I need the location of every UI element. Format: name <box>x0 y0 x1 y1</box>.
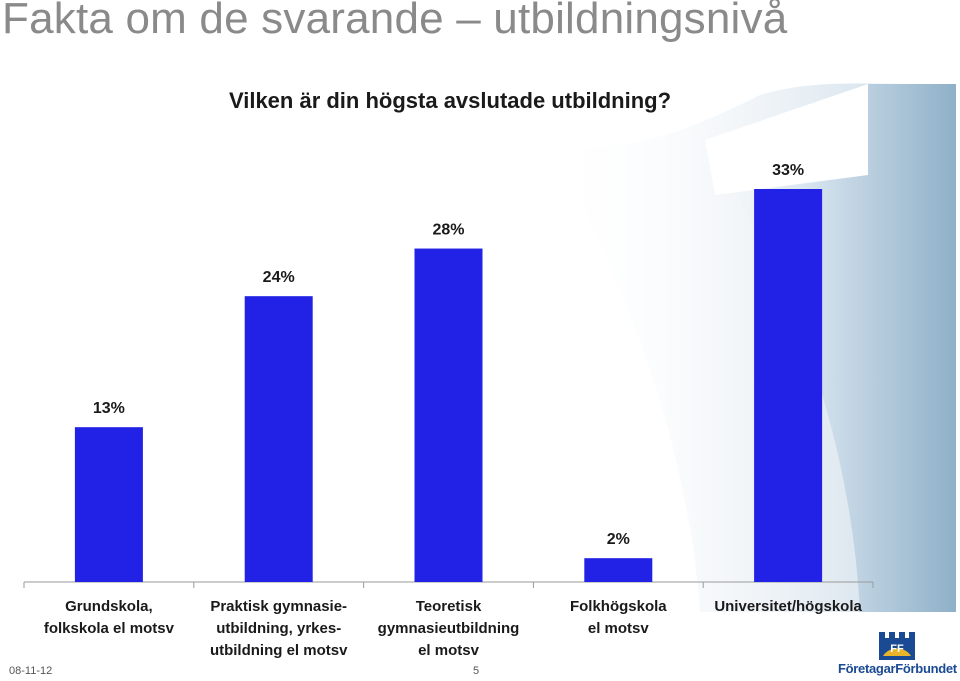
category-label: Praktisk gymnasie- <box>210 598 347 615</box>
bar <box>74 427 143 582</box>
chart-title: Vilken är din högsta avslutade utbildnin… <box>228 88 672 113</box>
page-number: 5 <box>473 665 480 677</box>
category-label: Teoretisk <box>416 598 482 615</box>
bar-data-label: 28% <box>432 222 464 239</box>
bar-data-label: 33% <box>772 162 804 179</box>
bar-data-label: 24% <box>263 269 295 286</box>
footer-date: 08-11-12 <box>9 665 53 677</box>
category-label: Folkhögskola <box>570 598 667 615</box>
logo-text: FöretagarFörbundet <box>838 661 957 676</box>
bar <box>414 248 483 582</box>
bar-data-label: 13% <box>93 400 125 417</box>
foretagarforbundet-logo: FF FöretagarFörbundet <box>838 632 957 680</box>
category-label: utbildning, yrkes- <box>216 620 341 637</box>
category-label: folkskola el motsv <box>44 620 175 637</box>
category-label: gymnasieutbildning <box>378 620 520 637</box>
logo-crown-icon: FF <box>879 632 915 660</box>
category-label: utbildning el motsv <box>210 642 348 659</box>
category-label: Grundskola, <box>65 598 153 615</box>
logo-mark-text: FF <box>890 643 904 655</box>
slide-title: Fakta om de svarande – utbildningsnivå <box>2 0 788 43</box>
bar <box>754 189 823 582</box>
bar <box>244 296 313 582</box>
category-label: Universitet/högskola <box>714 598 862 615</box>
category-label: el motsv <box>588 620 650 637</box>
bar-data-label: 2% <box>607 531 630 548</box>
bar <box>584 558 653 582</box>
category-label: el motsv <box>418 642 480 659</box>
